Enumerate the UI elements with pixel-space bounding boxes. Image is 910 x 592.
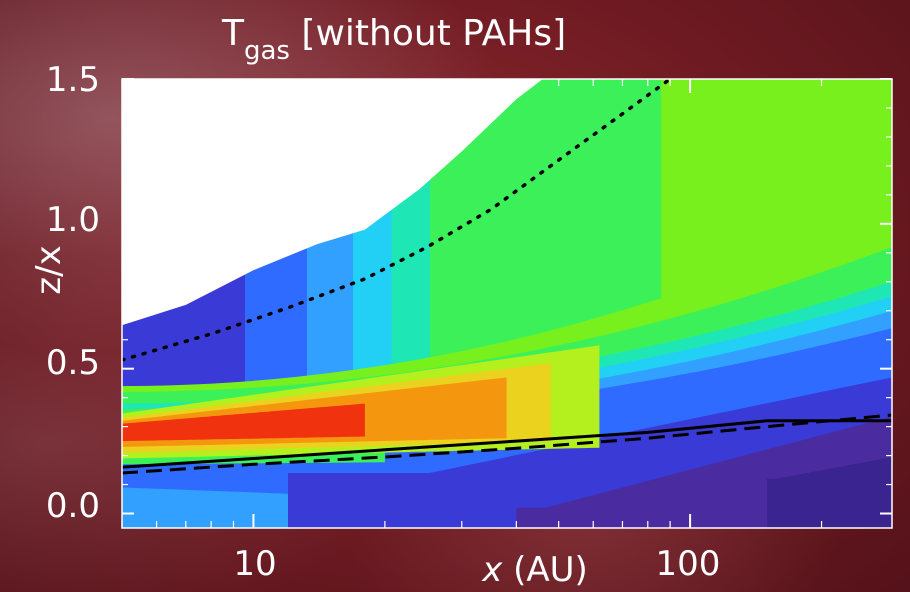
title-main: T — [222, 13, 244, 54]
title-rest: [without PAHs] — [289, 13, 567, 54]
x-axis-label: x (AU) — [435, 552, 635, 588]
x-tick-label-10: 10 — [233, 544, 277, 584]
title-subscript: gas — [244, 36, 290, 66]
dashed-line — [122, 413, 892, 475]
band-deep-purple — [767, 457, 892, 528]
chart-title: Tgas [without PAHs] — [222, 13, 567, 67]
solid-line — [122, 419, 892, 469]
band-lightblue-midplane — [122, 487, 288, 528]
dotted-line — [122, 79, 672, 362]
plot-area — [122, 79, 892, 528]
warm-layer-red — [122, 403, 365, 442]
x-tick-label-100: 100 — [655, 544, 721, 584]
x-axis-unit: (AU) — [502, 550, 588, 590]
plot-frame — [121, 78, 893, 529]
x-axis-variable: x — [482, 550, 503, 590]
y-tick-label-1.0: 1.0 — [45, 200, 100, 240]
axes — [121, 78, 893, 529]
y-tick-label-1.5: 1.5 — [45, 60, 100, 100]
y-tick-label-0.5: 0.5 — [45, 343, 100, 383]
no-data-mask — [122, 79, 543, 326]
y-tick-label-0.0: 0.0 — [45, 486, 100, 526]
